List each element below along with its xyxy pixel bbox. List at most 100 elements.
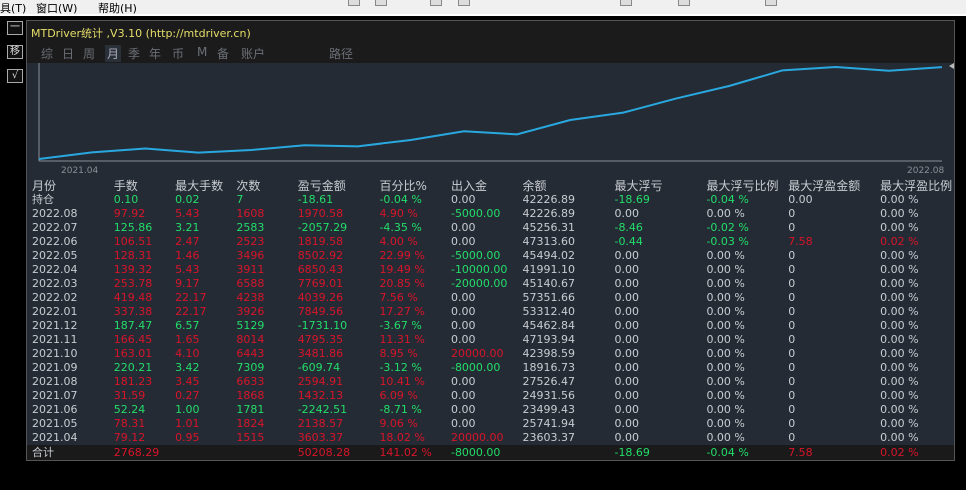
- table-row[interactable]: 2021.07 31.59 0.27 1868 1432.13 6.09 % 0.00 249…: [27, 389, 954, 403]
- cell-最大浮亏: 0.00: [614, 319, 639, 332]
- table-row[interactable]: 2022.01 337.38 22.17 3926 7849.56 17.27 % 0.00…: [27, 305, 954, 319]
- tab-7[interactable]: M: [197, 45, 208, 59]
- cell-最大手数: 4.10: [175, 347, 200, 360]
- table-row[interactable]: 2021.04 79.12 0.95 1515 3603.37 18.02 % 20000.…: [27, 431, 954, 445]
- cell-最大浮盈比例: 0.00 %: [880, 333, 919, 346]
- table-total-row[interactable]: 合计 2768.29 50208.28 141.02 % -8000.00 -18.69-…: [27, 445, 954, 460]
- cell-最大浮亏: 0.00: [614, 361, 639, 374]
- cell-手数: 0.10: [113, 193, 139, 206]
- table-row[interactable]: 2021.12 187.47 6.57 5129 -1731.10 -3.67 % 0.00…: [27, 319, 954, 333]
- menu-tools[interactable]: 具(T): [0, 2, 27, 15]
- cell-最大浮盈比例: 0.02 %: [880, 235, 919, 248]
- table-row[interactable]: 2022.04 139.32 5.43 3911 6850.43 19.49 % -1000…: [27, 263, 954, 277]
- toolbar-button[interactable]: [348, 0, 360, 6]
- cell-最大手数: 最大手数: [175, 179, 224, 193]
- x-tick-start: 2021.04: [61, 166, 98, 176]
- table-row[interactable]: 2021.08 181.23 3.45 6633 2594.91 10.41 % 0.00 2…: [27, 375, 954, 389]
- toolbar-button[interactable]: [620, 0, 632, 6]
- cell-余额: 47313.60: [522, 235, 576, 248]
- toolbar-button[interactable]: [430, 0, 442, 6]
- tab-1[interactable]: 日: [62, 47, 75, 61]
- cell-最大手数: 2.47: [175, 235, 200, 248]
- cursor-tool-button[interactable]: [765, 0, 777, 6]
- table-row[interactable]: 2021.05 78.31 1.01 1824 2138.57 9.06 % 0.00 257…: [27, 417, 954, 431]
- cell-盈亏金额: -2242.51: [297, 403, 348, 416]
- cell-手数: 220.21: [113, 361, 153, 374]
- cell-月份: 2021.09: [32, 361, 78, 374]
- toolbar-button[interactable]: [375, 0, 387, 6]
- cell-百分比%: -3.12 %: [379, 361, 422, 374]
- table-row[interactable]: 持仓 0.10 0.02 7 -18.61 -0.04 % 0.00 42226.89 -18.…: [27, 193, 954, 207]
- cell-最大手数: 22.17: [175, 305, 207, 318]
- cell-百分比%: 6.09 %: [379, 389, 418, 402]
- cell-百分比%: 9.06 %: [379, 417, 418, 430]
- cell-次数: 1781: [236, 403, 265, 416]
- cell-盈亏金额: 3481.86: [297, 347, 344, 360]
- equity-chart: 2021.04 2022.08: [38, 63, 954, 176]
- tab-4[interactable]: 季: [128, 47, 141, 61]
- menu-window[interactable]: 窗口(W): [36, 2, 78, 15]
- table-row[interactable]: 2022.08 97.92 5.43 1608 1970.58 4.90 % -5000.0…: [27, 207, 954, 221]
- menu-help[interactable]: 帮助(H): [98, 2, 137, 15]
- cell-最大浮盈比例: 0.00 %: [880, 347, 919, 360]
- cell-百分比%: 7.56 %: [379, 291, 418, 304]
- scroll-arrow-icon[interactable]: [949, 63, 954, 69]
- cell-月份: 2021.08: [32, 375, 78, 388]
- cell-余额: 45462.84: [522, 319, 576, 332]
- cell-最大浮亏比例: 0.00 %: [706, 403, 745, 416]
- cell-手数: 125.86: [113, 221, 153, 234]
- table-row[interactable]: 2022.02 419.48 22.17 4238 4039.26 7.56 % 0.00 5…: [27, 291, 954, 305]
- cell-手数: 166.45: [113, 333, 153, 346]
- table-row[interactable]: 2022.06 106.51 2.47 2523 1819.58 4.00 % 0.00 47…: [27, 235, 954, 249]
- cell-盈亏金额: 6850.43: [297, 263, 344, 276]
- cell-次数: 1868: [236, 389, 265, 402]
- cell-最大浮亏: -0.44: [614, 235, 643, 248]
- cell-盈亏金额: 盈亏金额: [297, 179, 346, 193]
- cell-最大浮亏比例: 0.00 %: [706, 347, 745, 360]
- cell-最大浮亏: 0.00: [614, 403, 639, 416]
- table-row[interactable]: 2021.09 220.21 3.42 7309 -609.74 -3.12 % -8000…: [27, 361, 954, 375]
- cell-盈亏金额: 50208.28: [292, 445, 375, 460]
- table-row[interactable]: 2022.07 125.86 3.21 2583 -2057.29 -4.35 % 0.00…: [27, 221, 954, 235]
- tab-5[interactable]: 年: [149, 47, 162, 61]
- tab-3[interactable]: 月: [105, 45, 122, 62]
- cell-最大手数: 6.57: [175, 319, 200, 332]
- cell-百分比%: 18.02 %: [379, 431, 425, 444]
- cell-最大浮盈金额: 0: [788, 403, 796, 416]
- table-row[interactable]: 2021.10 163.01 4.10 6443 3481.86 8.95 % 20000.…: [27, 347, 954, 361]
- cell-余额: 42226.89: [522, 193, 576, 206]
- tab-0[interactable]: 综: [41, 47, 54, 61]
- cell-最大浮盈比例: 0.00 %: [880, 305, 919, 318]
- tab-9[interactable]: 账户: [241, 47, 266, 61]
- cell-次数: 1824: [236, 417, 265, 430]
- cell-百分比%: 11.31 %: [379, 333, 425, 346]
- cell-最大浮亏比例: 0.00 %: [706, 305, 745, 318]
- cell-手数: 187.47: [113, 319, 153, 332]
- cell-手数: 163.01: [113, 347, 153, 360]
- cell-最大浮盈金额: 0: [788, 361, 796, 374]
- table-row[interactable]: 2021.06 52.24 1.00 1781 -2242.51 -8.71 % 0.00 2…: [27, 403, 954, 417]
- cell-盈亏金额: 1432.13: [297, 389, 344, 402]
- table-row[interactable]: 2022.05 128.31 1.46 3496 8502.92 22.99 % -5000…: [27, 249, 954, 263]
- cell-手数: 52.24: [113, 403, 146, 416]
- toolbar-button[interactable]: [458, 0, 470, 6]
- tab-8[interactable]: 备: [217, 47, 230, 61]
- table-row[interactable]: 2022.03 253.78 9.17 6588 7769.01 20.85 % -2000…: [27, 277, 954, 291]
- cell-最大浮盈比例: 0.00 %: [880, 417, 919, 430]
- tab-6[interactable]: 币: [172, 47, 185, 61]
- cell-手数: 419.48: [113, 291, 153, 304]
- check-button[interactable]: √: [7, 69, 23, 83]
- tab-10[interactable]: 路径: [329, 47, 354, 61]
- toolbar-button[interactable]: [678, 0, 690, 6]
- table-row[interactable]: 2021.11 166.45 1.65 8014 4795.35 11.31 % 0.00 4…: [27, 333, 954, 347]
- cell-月份: 2022.01: [32, 305, 78, 318]
- minimize-button[interactable]: 一: [7, 21, 23, 35]
- move-button[interactable]: 移: [7, 45, 23, 59]
- table-header-row[interactable]: 月份 手数 最大手数 次数 盈亏金额 百分比% 出入金 余额 最大浮亏 最大浮亏比例 最大浮盈金额 最…: [27, 179, 954, 193]
- cell-出入金: 20000.00: [450, 347, 504, 360]
- x-tick-end: 2022.08: [907, 166, 944, 176]
- cell-手数: 253.78: [113, 277, 153, 290]
- cell-最大手数: 1.01: [175, 417, 200, 430]
- cell-余额: 45140.67: [522, 277, 576, 290]
- tab-2[interactable]: 周: [83, 47, 96, 61]
